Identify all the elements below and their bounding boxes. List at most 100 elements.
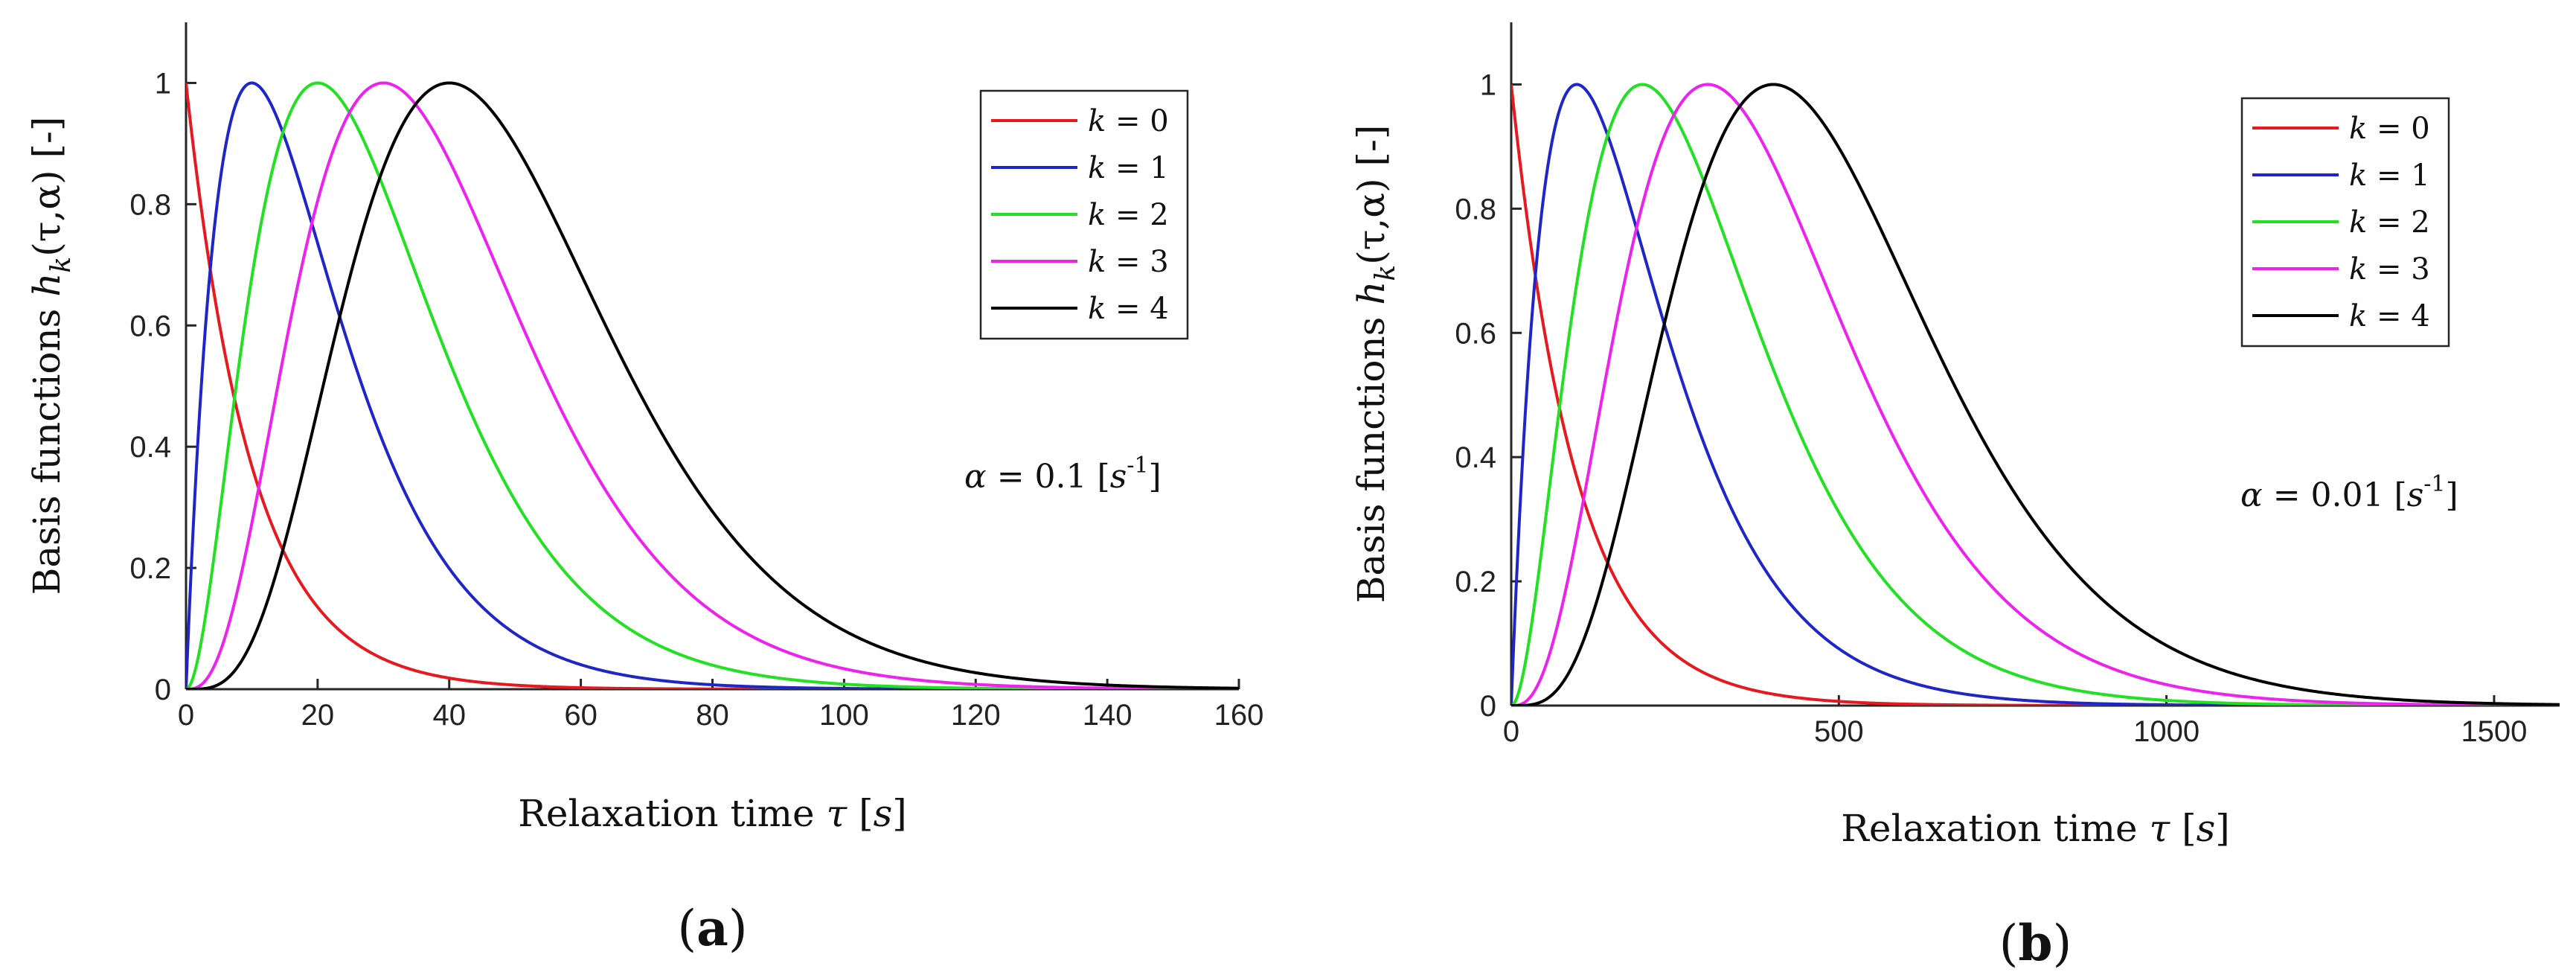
legend-k-value: = 3 [1106, 245, 1168, 279]
x-tick-label: 120 [951, 699, 1001, 732]
series-line-k4 [1511, 83, 2560, 706]
panel-paren: ) [728, 900, 748, 957]
y-label-subscript: k [46, 257, 77, 273]
panel-label: (a) [677, 899, 747, 957]
legend: k = 0k = 1k = 2k = 3k = 4 [2240, 97, 2450, 348]
legend-label-k1: k = 1 [2349, 159, 2430, 193]
x-label-bracket: [ [2170, 807, 2196, 850]
x-tick-label: 0 [178, 699, 194, 732]
y-tick-label: 0.4 [1455, 441, 1496, 474]
panel-letter: a [696, 899, 728, 957]
y-axis-label: Basis functions hk(τ,α) [-] [25, 117, 77, 595]
y-tick-label: 0.8 [129, 188, 171, 221]
alpha-annotation: α = 0.1 [s-1] [964, 453, 1162, 496]
x-tick-label: 500 [1814, 715, 1864, 748]
x-label-unit: s [2197, 807, 2216, 850]
alpha-unit-close: ] [1149, 458, 1162, 496]
series-line-k0 [186, 83, 1239, 689]
x-tick-label: 0 [1503, 715, 1519, 748]
legend-label-k2: k = 2 [1088, 198, 1169, 232]
y-tick-label: 0 [1480, 690, 1496, 723]
x-label-bracket: ] [2215, 807, 2230, 850]
series-line-k4 [186, 81, 1239, 689]
x-label-bracket: [ [847, 792, 873, 835]
legend-k-symbol: k [1088, 104, 1106, 138]
x-tick-label: 160 [1214, 699, 1264, 732]
y-label-text: Basis functions [25, 297, 68, 595]
x-label-unit: s [874, 792, 893, 835]
panel-label: (b) [1999, 914, 2072, 972]
legend-k-symbol: k [2349, 159, 2367, 193]
legend-k-symbol: k [1088, 245, 1106, 279]
alpha-unit-s: s [2407, 476, 2424, 514]
alpha-unit-s: s [1110, 458, 1127, 496]
legend-k-value: = 4 [2367, 299, 2429, 333]
legend: k = 0k = 1k = 2k = 3k = 4 [979, 89, 1189, 340]
y-tick-label: 0.4 [129, 431, 171, 464]
alpha-annotation: α = 0.01 [s-1] [2240, 471, 2458, 514]
x-tick-label: 40 [433, 699, 467, 732]
panel-paren: ) [2053, 915, 2072, 972]
legend-k-value: = 0 [1106, 104, 1168, 138]
series-line-k3 [1511, 83, 2560, 706]
y-label-args: (τ,α) [25, 170, 68, 256]
x-tick-label: 1500 [2461, 715, 2527, 748]
y-tick-label: 1 [1480, 68, 1496, 101]
legend-k-symbol: k [1088, 198, 1106, 232]
series-line-k3 [186, 81, 1239, 689]
y-tick-label: 0.6 [129, 310, 171, 342]
y-label-symbol: h [1350, 281, 1393, 305]
legend-k-value: = 2 [2367, 205, 2429, 240]
legend-label-k4: k = 4 [2349, 299, 2430, 333]
x-axis-label: Relaxation time τ [s] [518, 792, 907, 835]
x-label-symbol: τ [827, 792, 848, 835]
x-tick-label: 60 [564, 699, 597, 732]
y-label-unit: [-] [1350, 125, 1393, 179]
x-tick-label: 1000 [2133, 715, 2199, 748]
y-tick-label: 0.2 [1455, 566, 1496, 598]
y-axis-label: Basis functions hk(τ,α) [-] [1350, 125, 1401, 604]
legend-label-k0: k = 0 [1088, 104, 1169, 138]
legend-k-symbol: k [2349, 205, 2367, 240]
legend-k-value: = 2 [1106, 198, 1168, 232]
y-tick-label: 0.8 [1455, 193, 1496, 226]
panel-paren: ( [677, 900, 696, 957]
x-tick-label: 20 [301, 699, 335, 732]
alpha-unit-exp: -1 [2423, 471, 2445, 497]
legend-k-value: = 4 [1106, 292, 1168, 326]
legend-k-value: = 0 [2367, 112, 2429, 146]
series-line-k0 [1511, 84, 2560, 706]
y-tick-label: 0.2 [129, 552, 171, 585]
x-tick-label: 100 [819, 699, 869, 732]
legend-label-k3: k = 3 [2349, 252, 2430, 287]
x-label-text: Relaxation time [1841, 807, 2149, 850]
legend-k-symbol: k [2349, 299, 2367, 333]
legend-label-k1: k = 1 [1088, 151, 1169, 185]
legend-k-symbol: k [1088, 292, 1106, 326]
alpha-unit-exp: -1 [1127, 453, 1148, 479]
legend-k-symbol: k [2349, 112, 2367, 146]
legend-label-k3: k = 3 [1088, 245, 1169, 279]
legend-k-value: = 1 [2367, 159, 2429, 193]
x-label-bracket: ] [892, 792, 907, 835]
legend-k-value: = 3 [2367, 252, 2429, 287]
legend-label-k2: k = 2 [2349, 205, 2430, 240]
alpha-value: = 0.01 [ [2263, 476, 2407, 514]
alpha-value: = 0.1 [ [987, 458, 1110, 496]
y-label-text: Basis functions [1350, 305, 1393, 604]
y-label-args: (τ,α) [1350, 178, 1393, 264]
y-label-symbol: h [25, 273, 68, 297]
chart-panel-a: 0 20 40 60 80 100 120 140 160 0 0.2 0.4 0.6 0.8 1 k = 0… [25, 22, 1263, 957]
y-tick-label: 0.6 [1455, 317, 1496, 350]
y-tick-label: 0 [155, 674, 171, 706]
x-label-text: Relaxation time [518, 792, 826, 835]
legend-label-k0: k = 0 [2349, 112, 2430, 146]
x-axis-label: Relaxation time τ [s] [1841, 807, 2230, 850]
legend-k-value: = 1 [1106, 151, 1168, 185]
alpha-symbol: α [2240, 476, 2263, 514]
panel-paren: ( [1999, 915, 2019, 972]
y-tick-label: 1 [155, 67, 171, 100]
alpha-unit-close: ] [2446, 476, 2458, 514]
